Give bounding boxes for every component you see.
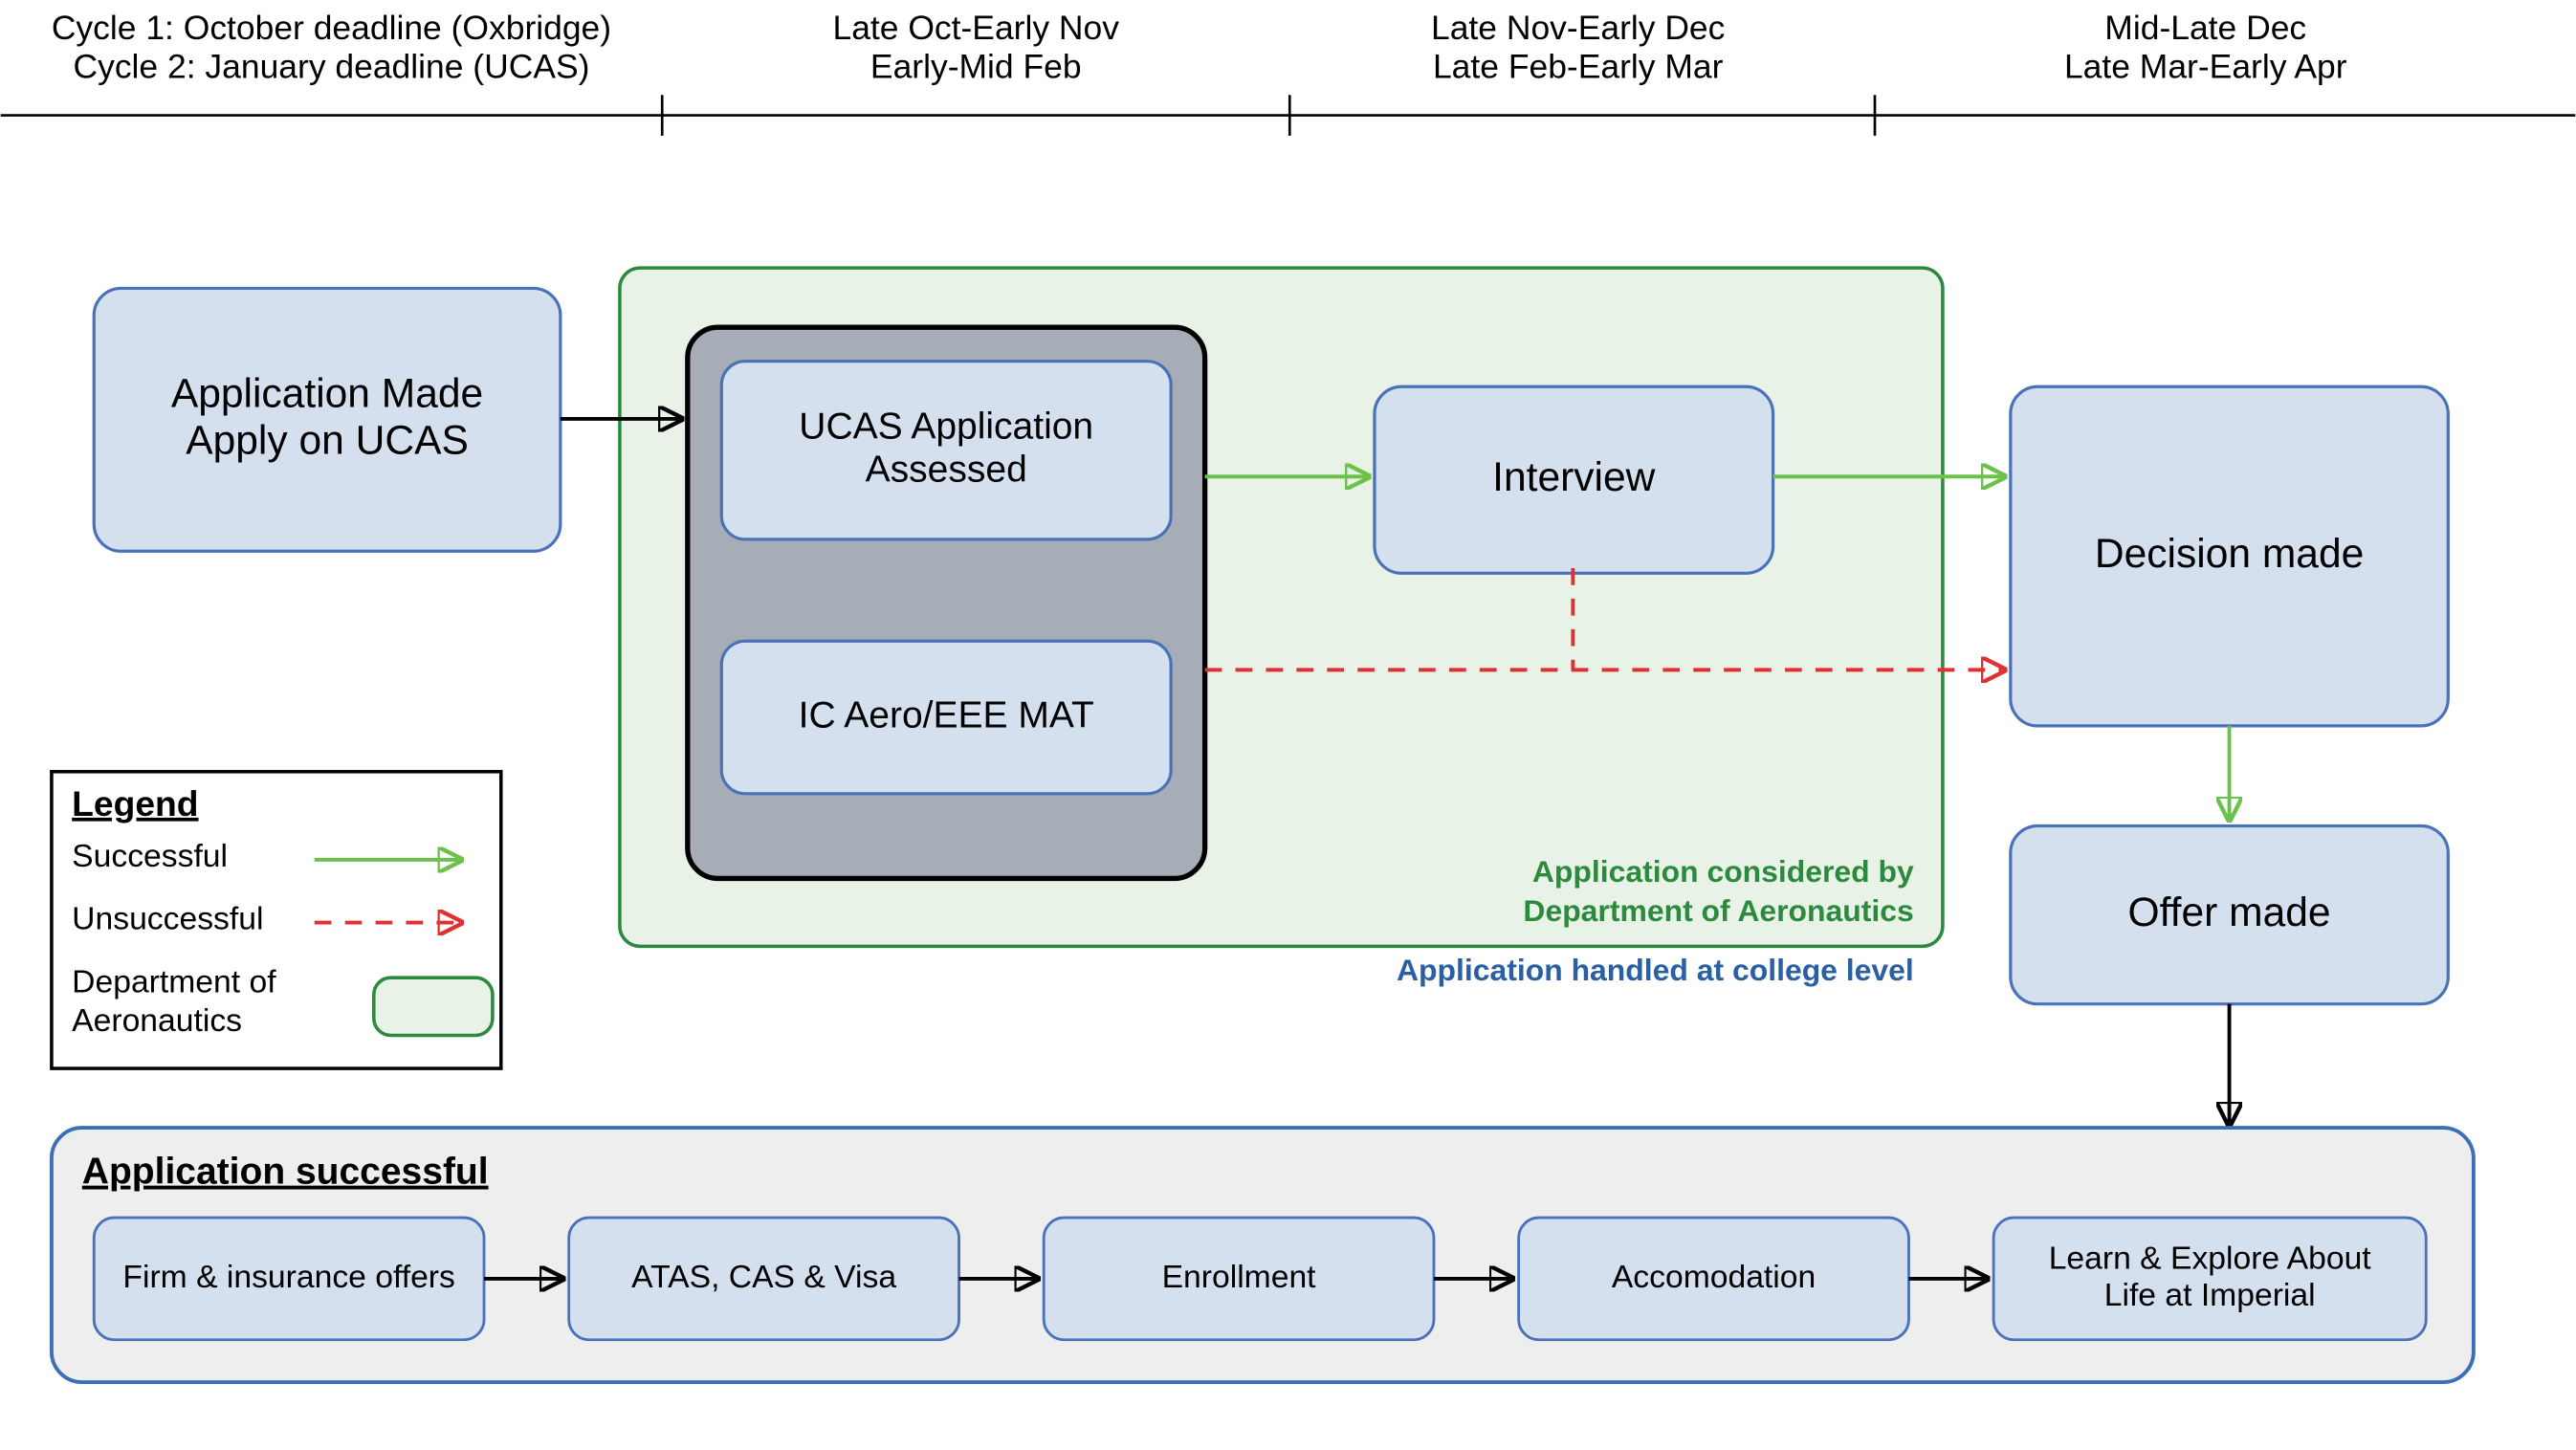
svg-text:Late Mar-Early Apr: Late Mar-Early Apr	[2064, 48, 2347, 86]
svg-text:Application handled at college: Application handled at college level	[1397, 953, 1914, 987]
svg-text:Late Feb-Early Mar: Late Feb-Early Mar	[1433, 48, 1724, 86]
svg-text:Late Oct-Early Nov: Late Oct-Early Nov	[833, 9, 1120, 47]
svg-text:Firm & insurance offers: Firm & insurance offers	[122, 1260, 454, 1295]
svg-text:UCAS Application: UCAS Application	[799, 406, 1093, 448]
svg-text:Legend: Legend	[72, 783, 198, 824]
svg-text:Assessed: Assessed	[866, 449, 1027, 490]
svg-text:Aeronautics: Aeronautics	[72, 1003, 242, 1039]
svg-text:Apply on UCAS: Apply on UCAS	[186, 418, 469, 464]
svg-text:Interview: Interview	[1492, 454, 1656, 500]
svg-text:Unsuccessful: Unsuccessful	[72, 902, 263, 937]
svg-text:Early-Mid Feb: Early-Mid Feb	[870, 48, 1082, 86]
svg-text:Enrollment: Enrollment	[1162, 1260, 1317, 1295]
svg-text:Late Nov-Early Dec: Late Nov-Early Dec	[1431, 9, 1725, 47]
svg-text:Mid-Late Dec: Mid-Late Dec	[2104, 9, 2306, 47]
svg-text:Application considered by: Application considered by	[1532, 854, 1914, 889]
svg-text:Learn & Explore About: Learn & Explore About	[2049, 1241, 2372, 1276]
svg-text:Offer made: Offer made	[2128, 890, 2331, 935]
svg-text:Successful: Successful	[72, 839, 228, 874]
svg-text:Department of Aeronautics: Department of Aeronautics	[1523, 893, 1913, 928]
svg-text:ATAS, CAS & Visa: ATAS, CAS & Visa	[631, 1260, 896, 1295]
svg-text:Cycle 1: October deadline (Oxb: Cycle 1: October deadline (Oxbridge)	[52, 9, 611, 47]
svg-text:Cycle 2: January deadline (UCA: Cycle 2: January deadline (UCAS)	[74, 48, 590, 86]
svg-text:IC Aero/EEE MAT: IC Aero/EEE MAT	[799, 694, 1094, 736]
svg-text:Application Made: Application Made	[171, 371, 483, 417]
svg-text:Decision made: Decision made	[2095, 531, 2364, 577]
svg-text:Life at Imperial: Life at Imperial	[2104, 1278, 2316, 1313]
svg-text:Department of: Department of	[72, 964, 276, 1000]
svg-text:Accomodation: Accomodation	[1612, 1260, 1816, 1295]
svg-text:Application successful: Application successful	[82, 1152, 489, 1193]
